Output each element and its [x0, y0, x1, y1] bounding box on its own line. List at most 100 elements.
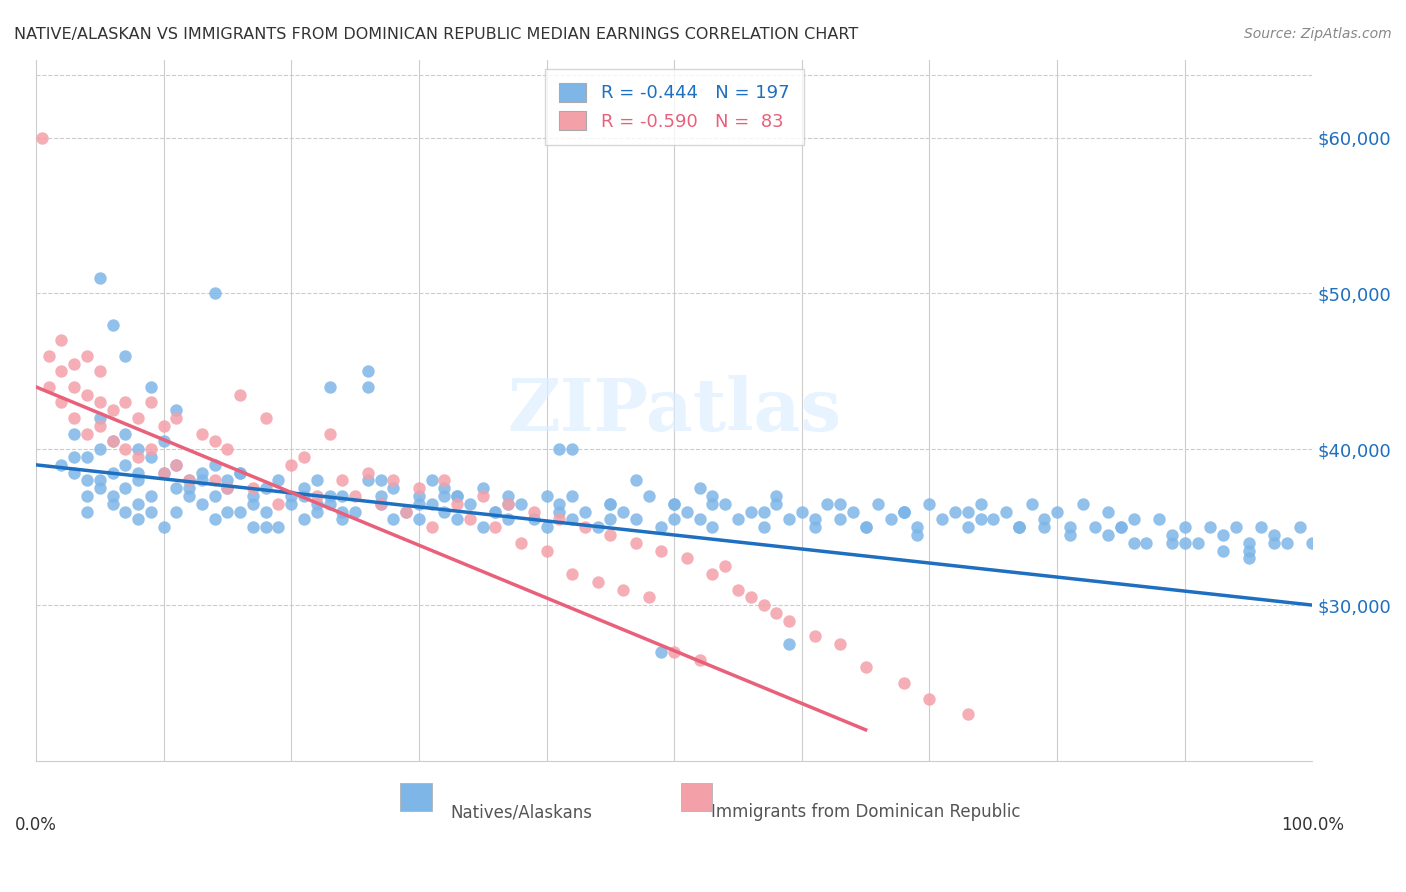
Point: [370, 489, 392, 503]
Point: [1008, 520, 1031, 534]
Point: [420, 497, 443, 511]
Point: [305, 497, 328, 511]
Point: [63, 411, 86, 425]
Point: [114, 426, 136, 441]
Point: [1161, 535, 1184, 549]
Point: [536, 489, 558, 503]
Point: [1084, 520, 1107, 534]
Point: [956, 520, 979, 534]
Point: [51, 395, 73, 409]
Point: [1288, 520, 1310, 534]
Point: [714, 559, 737, 574]
Point: [217, 481, 239, 495]
Point: [114, 349, 136, 363]
Point: [510, 535, 533, 549]
Point: [702, 566, 724, 581]
Point: [830, 637, 852, 651]
Point: [1033, 512, 1056, 526]
Point: [1071, 497, 1094, 511]
Point: [305, 489, 328, 503]
Point: [689, 481, 711, 495]
Point: [496, 497, 519, 511]
Point: [254, 411, 277, 425]
Point: [1097, 505, 1119, 519]
Point: [165, 411, 187, 425]
Point: [179, 474, 201, 488]
Point: [89, 411, 111, 425]
Point: [484, 505, 506, 519]
Point: [662, 497, 685, 511]
Point: [76, 450, 98, 464]
Point: [446, 489, 468, 503]
Point: [344, 505, 367, 519]
Point: [89, 270, 111, 285]
Point: [1109, 520, 1132, 534]
Bar: [681, 783, 713, 812]
Point: [101, 403, 124, 417]
Point: [1275, 535, 1298, 549]
Point: [76, 349, 98, 363]
Point: [242, 497, 264, 511]
Point: [382, 481, 405, 495]
Point: [242, 520, 264, 534]
Point: [740, 591, 762, 605]
Point: [624, 474, 647, 488]
Point: [612, 505, 634, 519]
Point: [267, 474, 290, 488]
Point: [139, 505, 162, 519]
Point: [101, 497, 124, 511]
Point: [778, 614, 800, 628]
Point: [114, 481, 136, 495]
Point: [561, 566, 583, 581]
Point: [31, 130, 53, 145]
Point: [548, 497, 571, 511]
Point: [586, 574, 609, 589]
Point: [855, 660, 877, 674]
Point: [318, 489, 340, 503]
Point: [1059, 520, 1081, 534]
Point: [855, 520, 877, 534]
Point: [752, 520, 775, 534]
Point: [599, 497, 621, 511]
Point: [114, 458, 136, 472]
Point: [152, 466, 174, 480]
Point: [51, 458, 73, 472]
Point: [191, 466, 214, 480]
Point: [165, 403, 187, 417]
Point: [458, 512, 481, 526]
Point: [408, 512, 430, 526]
Point: [586, 520, 609, 534]
Point: [1147, 512, 1170, 526]
Point: [408, 489, 430, 503]
Point: [229, 466, 252, 480]
Point: [1059, 528, 1081, 542]
Point: [995, 505, 1018, 519]
Point: [127, 450, 149, 464]
Point: [114, 442, 136, 457]
Point: [471, 489, 494, 503]
Point: [446, 497, 468, 511]
Point: [1122, 535, 1144, 549]
Point: [969, 512, 991, 526]
Point: [229, 505, 252, 519]
Point: [702, 489, 724, 503]
Point: [471, 520, 494, 534]
Point: [956, 505, 979, 519]
Point: [1212, 528, 1234, 542]
Point: [127, 474, 149, 488]
Point: [204, 286, 226, 301]
Point: [612, 582, 634, 597]
Point: [548, 505, 571, 519]
Point: [305, 505, 328, 519]
Point: [803, 629, 825, 643]
Point: [344, 489, 367, 503]
Point: [254, 520, 277, 534]
Point: [254, 481, 277, 495]
Point: [956, 707, 979, 722]
Point: [127, 442, 149, 457]
Text: ZIPatlas: ZIPatlas: [508, 375, 841, 446]
Point: [1008, 520, 1031, 534]
Legend: R = -0.444   N = 197, R = -0.590   N =  83: R = -0.444 N = 197, R = -0.590 N = 83: [544, 69, 804, 145]
Point: [204, 474, 226, 488]
Point: [574, 505, 596, 519]
